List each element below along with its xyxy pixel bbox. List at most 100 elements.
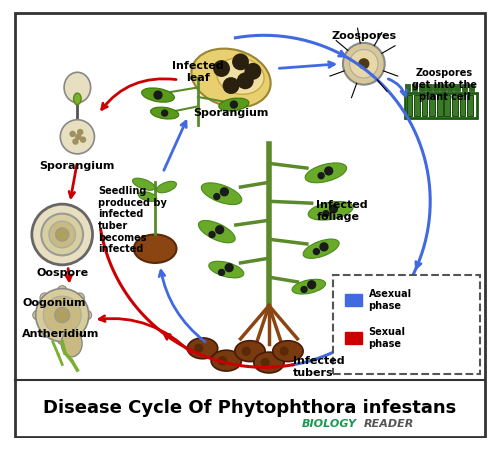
Text: Zoospores
get into the
plant cell: Zoospores get into the plant cell [412,68,477,102]
Circle shape [76,135,80,139]
Circle shape [214,194,220,199]
Bar [404,93,476,118]
Ellipse shape [235,341,265,362]
Bar [440,84,446,91]
Circle shape [82,310,92,320]
Text: BIOLOGY: BIOLOGY [302,419,357,429]
Circle shape [301,287,307,292]
Circle shape [32,204,92,265]
Circle shape [323,211,328,216]
Ellipse shape [138,192,157,201]
Circle shape [80,137,86,142]
Ellipse shape [211,350,242,371]
Circle shape [162,110,168,116]
Ellipse shape [219,98,249,111]
Bar [468,84,474,91]
Bar [444,95,450,116]
Ellipse shape [254,352,284,373]
Circle shape [58,286,67,295]
Circle shape [233,54,248,69]
Ellipse shape [305,163,346,183]
Circle shape [330,205,338,213]
Text: Disease Cycle Of Phytophthora infestans: Disease Cycle Of Phytophthora infestans [44,399,457,417]
Circle shape [75,293,85,302]
Ellipse shape [142,88,174,102]
Bar [430,95,435,116]
Ellipse shape [273,341,303,362]
Circle shape [242,347,250,355]
Bar [454,84,460,91]
Ellipse shape [74,93,81,104]
Ellipse shape [192,49,270,108]
Circle shape [218,357,226,365]
Circle shape [238,73,253,88]
Text: Sporangium: Sporangium [40,161,115,171]
Circle shape [318,173,324,179]
Ellipse shape [156,181,176,193]
Circle shape [262,359,269,366]
Ellipse shape [64,72,90,103]
Circle shape [230,101,237,108]
Ellipse shape [292,279,326,294]
Text: Seedling
produced by
infected
tuber
becomes
infected: Seedling produced by infected tuber beco… [98,186,167,254]
Text: Infected
foliage: Infected foliage [316,200,368,221]
Circle shape [42,214,83,255]
Ellipse shape [217,58,264,94]
Circle shape [308,281,316,288]
Bar [426,84,432,91]
Ellipse shape [188,338,218,359]
Text: Oogonium: Oogonium [22,298,86,308]
Text: READER: READER [364,419,414,429]
Bar [437,95,442,116]
Circle shape [56,228,69,241]
Ellipse shape [209,261,244,278]
Circle shape [216,226,224,234]
Circle shape [33,310,42,320]
Text: Sporangium: Sporangium [194,108,268,118]
Circle shape [325,167,332,175]
Circle shape [218,270,224,275]
Text: Zoospores: Zoospores [332,31,396,40]
Circle shape [320,243,328,251]
Circle shape [40,293,50,302]
Text: Sexual
phase: Sexual phase [368,327,406,349]
Ellipse shape [303,239,339,258]
Bar [345,332,362,343]
Circle shape [314,249,319,254]
Ellipse shape [308,202,353,220]
Ellipse shape [61,330,82,357]
Circle shape [220,188,228,196]
Circle shape [280,347,288,355]
Text: Oospore: Oospore [36,268,88,278]
Circle shape [154,91,162,99]
Ellipse shape [198,220,235,243]
Bar [433,84,439,91]
FancyBboxPatch shape [334,275,480,374]
Circle shape [343,43,384,85]
Text: Asexual
phase: Asexual phase [368,289,412,311]
Bar [419,84,424,91]
Circle shape [359,59,368,68]
Bar [460,95,466,116]
Circle shape [78,130,82,135]
Bar [404,84,410,91]
Circle shape [54,307,70,323]
Ellipse shape [202,183,242,205]
Circle shape [73,139,78,144]
Circle shape [224,78,238,93]
Circle shape [350,50,378,78]
Bar [406,95,412,116]
Bar [345,294,362,306]
Circle shape [75,328,85,338]
Bar [462,84,467,91]
Circle shape [40,328,50,338]
Circle shape [209,232,215,237]
Text: Infected
leaf: Infected leaf [172,61,224,82]
Bar [412,84,418,91]
Circle shape [36,288,89,342]
Ellipse shape [132,178,155,190]
Circle shape [43,296,81,334]
Text: Antheridium: Antheridium [22,329,100,339]
Text: Infected
tubers: Infected tubers [292,356,344,378]
Circle shape [49,221,76,248]
